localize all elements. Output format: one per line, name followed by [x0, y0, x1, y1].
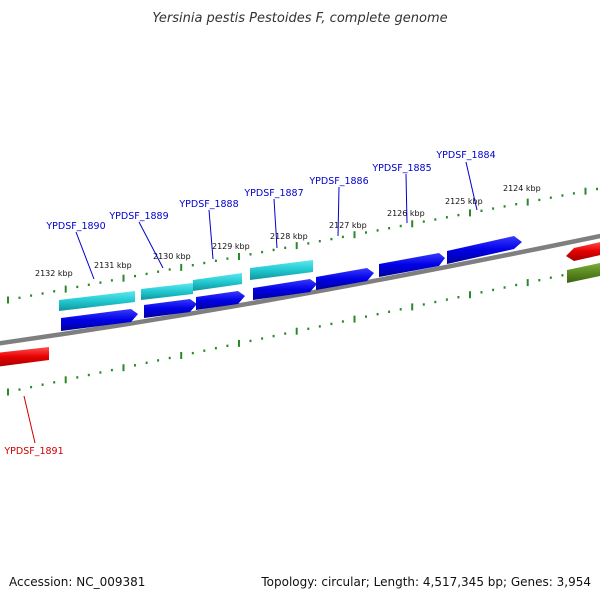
gene-arrow-ypdsf-1884: [447, 236, 522, 264]
gene-feature-cyan: [250, 260, 313, 280]
leader-line: [23, 395, 36, 444]
gene-label-ypdsf-1891: YPDSF_1891: [3, 446, 63, 457]
topology-summary-text: Topology: circular; Length: 4,517,345 bp…: [260, 575, 591, 589]
gene-label-ypdsf-1888: YPDSF_1888: [178, 199, 238, 210]
gene-label-ypdsf-1890: YPDSF_1890: [45, 221, 105, 232]
kbp-label-2124: 2124 kbp: [503, 184, 541, 193]
kbp-label-2131: 2131 kbp: [94, 261, 132, 270]
gene-label-ypdsf-1886: YPDSF_1886: [308, 176, 368, 187]
kbp-label-2127: 2127 kbp: [329, 221, 367, 230]
gene-label-ypdsf-1889: YPDSF_1889: [108, 211, 168, 222]
gene-labels: YPDSF_1890 YPDSF_1889 YPDSF_1888 YPDSF_1…: [3, 150, 495, 457]
gene-feature-cyan: [193, 273, 242, 291]
gene-feature-green-edge: [567, 263, 600, 283]
map-title: Yersinia pestis Pestoides F, complete ge…: [152, 11, 447, 26]
reverse-cds-track: [0, 242, 600, 367]
gene-arrow-ypdsf-1891: [0, 347, 49, 367]
forward-cds-track: [61, 236, 522, 331]
kbp-label-2132: 2132 kbp: [35, 269, 73, 278]
gene-arrow-ypdsf-1888: [196, 291, 245, 310]
gene-arrow-ypdsf-1886: [316, 268, 374, 290]
gene-arrow-reverse-edge: [566, 242, 600, 261]
genome-backbone: [0, 233, 600, 346]
kbp-label-2130: 2130 kbp: [153, 252, 191, 261]
leader-line: [208, 209, 214, 260]
outer-tick-ruler: [7, 187, 598, 304]
gene-arrow-ypdsf-1887: [253, 279, 317, 300]
leader-line: [337, 186, 340, 237]
kbp-label-2126: 2126 kbp: [387, 209, 425, 218]
gene-label-ypdsf-1884: YPDSF_1884: [435, 150, 495, 161]
leader-line: [405, 173, 408, 224]
leader-line: [465, 161, 478, 211]
gene-arrow-ypdsf-1885: [379, 253, 445, 277]
kbp-label-2128: 2128 kbp: [270, 232, 308, 241]
kbp-label-2129: 2129 kbp: [212, 242, 250, 251]
gene-arrow-ypdsf-1889: [144, 299, 197, 318]
kbp-labels: 2132 kbp 2131 kbp 2130 kbp 2129 kbp 2128…: [35, 184, 541, 278]
gene-leader-lines: [23, 161, 478, 444]
gene-feature-cyan: [141, 283, 193, 300]
gene-label-ypdsf-1887: YPDSF_1887: [243, 188, 303, 199]
gene-label-ypdsf-1885: YPDSF_1885: [371, 163, 431, 174]
leader-line: [138, 221, 164, 269]
kbp-label-2125: 2125 kbp: [445, 197, 483, 206]
accession-text: Accession: NC_009381: [9, 575, 145, 589]
gene-feature-cyan: [59, 291, 135, 311]
forward-rna-track: [59, 260, 313, 311]
gene-arrow-ypdsf-1890: [61, 309, 138, 331]
leader-line: [75, 231, 95, 280]
leader-line: [273, 198, 278, 249]
